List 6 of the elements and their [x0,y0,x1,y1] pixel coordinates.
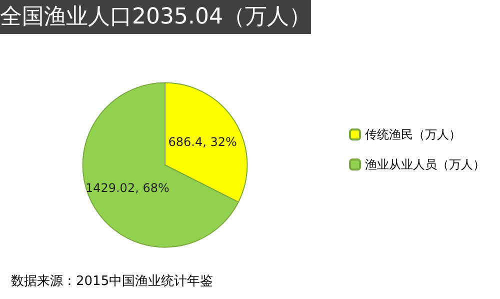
legend-label: 传统渔民（万人） [365,128,461,142]
data-label: 686.4, 32% [168,134,237,149]
chart-title: 全国渔业人口2035.04（万人） [0,4,311,30]
data-label: 1429.02, 68% [85,181,170,196]
legend-label: 渔业从业人员（万人） [365,158,485,172]
source-note: 数据来源：2015中国渔业统计年鉴 [11,274,214,289]
